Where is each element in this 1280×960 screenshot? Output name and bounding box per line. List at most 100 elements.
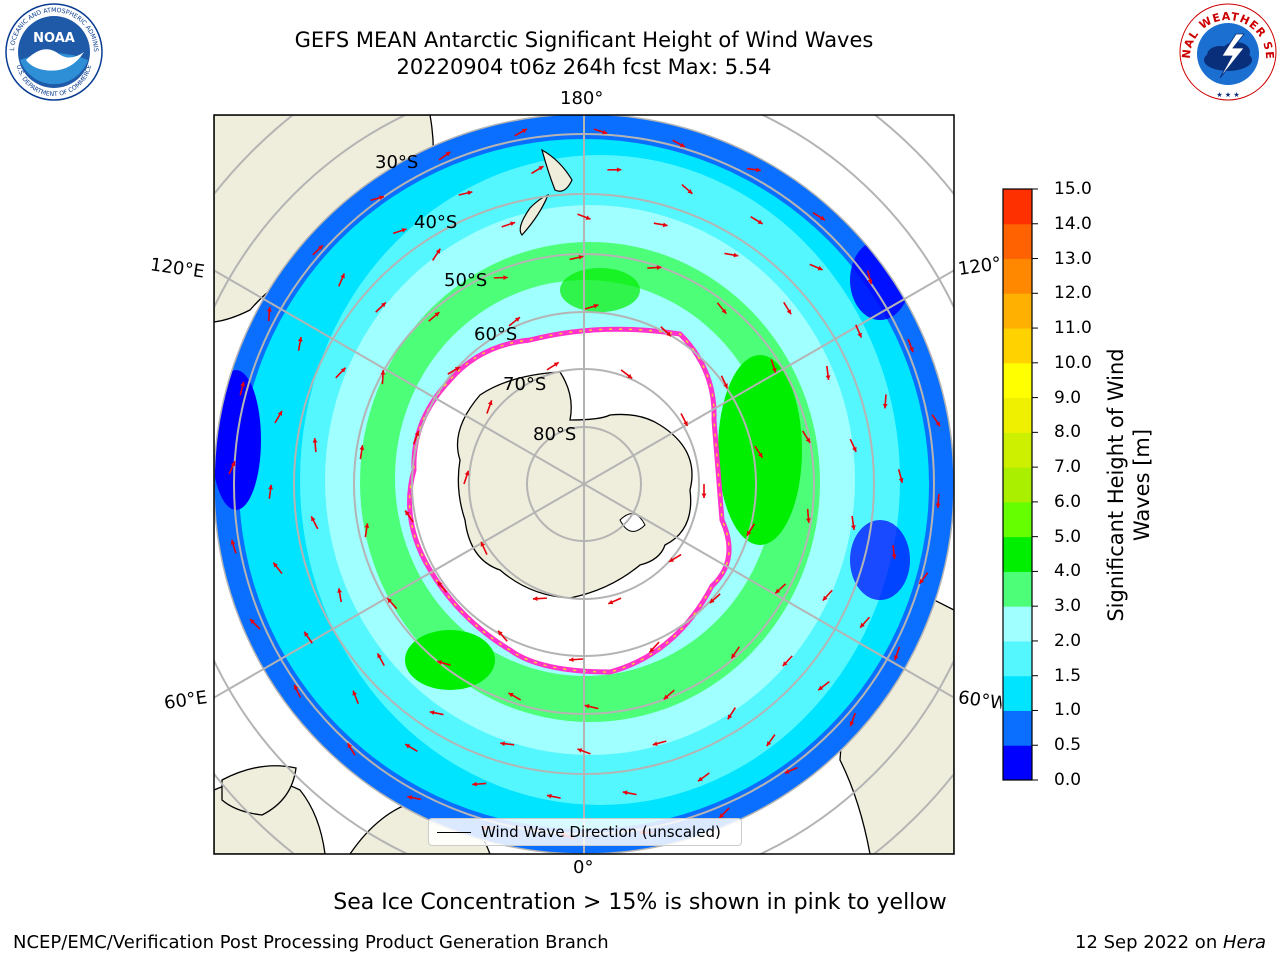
colorbar-label: Significant Height of Wind Waves [m] — [1104, 348, 1154, 622]
colorbar-tick-label: 2.0 — [1054, 630, 1082, 651]
wind-wave-arrow — [770, 359, 777, 373]
wind-wave-arrow — [337, 588, 342, 603]
wind-wave-arrow — [293, 684, 302, 698]
wind-wave-arrow — [849, 438, 857, 453]
colorbar-tick-label: 6.0 — [1054, 491, 1082, 512]
lat-label-40s: 40°S — [414, 212, 457, 233]
wind-wave-arrow — [730, 646, 740, 659]
wind-wave-arrow — [392, 228, 407, 235]
wind-wave-arrow — [501, 221, 516, 228]
wind-wave-arrow — [754, 445, 764, 459]
chart-title: GEFS MEAN Antarctic Significant Height o… — [294, 28, 874, 52]
wind-wave-arrow — [750, 216, 764, 225]
colorbar-segment — [1003, 467, 1032, 503]
lon-label-180: 180° — [560, 88, 604, 109]
colorbar-tick-label: 4.0 — [1054, 561, 1082, 582]
wind-wave-arrow — [607, 167, 622, 173]
colorbar-tick-label: 14.0 — [1054, 213, 1092, 234]
colorbar-tick-label: 0.0 — [1054, 770, 1082, 790]
colorbar-segment — [1003, 189, 1032, 225]
nws-logo: NATIONAL WEATHER SERVICE ★ ★ ★ — [1173, 0, 1278, 106]
colorbar-tick-label: 3.0 — [1054, 596, 1082, 617]
colorbar-tick-label: 7.0 — [1054, 457, 1082, 478]
wind-wave-arrow — [668, 553, 682, 563]
wind-wave-arrow — [882, 394, 888, 409]
wind-wave-arrow — [859, 616, 871, 629]
colorbar-segment — [1003, 293, 1032, 329]
colorbar-tick-label: 13.0 — [1054, 248, 1092, 269]
wind-wave-arrow — [338, 273, 346, 287]
wind-wave-arrow — [652, 740, 667, 746]
wind-wave-arrow — [228, 460, 236, 475]
colorbar-tick-label: 11.0 — [1054, 318, 1092, 339]
land-new-zealand — [519, 148, 573, 236]
wind-wave-arrow — [428, 311, 440, 322]
colorbar-segment — [1003, 640, 1032, 677]
colorbar-frame — [1002, 188, 1033, 781]
wind-wave-arrow — [577, 748, 591, 755]
wind-wave-arrow — [718, 807, 730, 819]
colorbar-segment — [1003, 571, 1032, 607]
wind-wave-arrow — [724, 252, 739, 258]
wind-wave-arrow — [907, 338, 914, 353]
wind-wave-arrow — [783, 301, 792, 315]
lat-label-80s: 80°S — [533, 424, 576, 445]
wind-wave-arrow — [822, 589, 833, 602]
lon-label-0: 0° — [573, 857, 594, 878]
wind-wave-arrow — [404, 743, 418, 752]
wind-wave-arrow — [569, 254, 584, 261]
wind-wave-arrow — [431, 248, 441, 261]
footer-credit: NCEP/EMC/Verification Post Processing Pr… — [13, 932, 609, 953]
graticule — [214, 115, 954, 854]
wind-wave-arrow — [436, 581, 448, 593]
wind-wave-arrow — [407, 795, 422, 801]
wind-wave-arrow — [346, 742, 356, 756]
wind-wave-arrow — [720, 375, 729, 389]
colorbar-segment — [1003, 223, 1032, 260]
wind-wave-arrow — [335, 367, 347, 379]
wind-wave-arrow — [412, 430, 420, 445]
wind-wave-arrow — [274, 410, 283, 424]
wind-wave-arrow — [239, 381, 245, 396]
wind-wave-arrow — [472, 781, 487, 787]
lat-label-60s: 60°S — [474, 324, 517, 345]
wind-wave-arrow — [375, 301, 387, 313]
wind-wave-arrow — [680, 413, 689, 427]
wind-wave-arrow — [782, 655, 793, 667]
wind-wave-arrow — [672, 139, 686, 148]
wind-wave-arrow — [727, 707, 737, 720]
wind-wave-arrow — [812, 212, 826, 221]
wind-wave-arrow — [458, 190, 473, 196]
lat-label-30s: 30°S — [375, 152, 418, 173]
wind-wave-arrow — [653, 222, 668, 228]
colorbar-segment — [1003, 501, 1032, 538]
wind-wave-arrow — [500, 741, 515, 747]
wind-wave-arrow — [359, 445, 365, 460]
wind-wave-arrow — [436, 660, 451, 666]
legend-line-icon — [437, 831, 471, 833]
wind-wave-arrow — [272, 562, 283, 575]
wind-wave-arrow — [697, 772, 710, 782]
wind-wave-arrow — [480, 541, 488, 555]
wind-wave-arrow — [508, 316, 521, 327]
wind-wave-arrow — [716, 302, 727, 315]
lat-label-70s: 70°S — [503, 374, 546, 395]
colorbar-segment — [1003, 675, 1032, 711]
wind-wave-arrow — [438, 151, 451, 161]
footer-host: Hera — [1222, 932, 1266, 953]
colorbar-segment — [1003, 710, 1032, 746]
wind-wave-arrow — [352, 690, 359, 704]
wind-wave-arrow — [918, 572, 929, 585]
colorbar — [1003, 188, 1038, 781]
wind-wave-arrow — [546, 793, 561, 799]
wind-wave-arrow — [370, 195, 385, 202]
wind-wave-arrows — [228, 128, 941, 840]
colorbar-tick-label: 8.0 — [1054, 422, 1082, 443]
colorbar-tick-label: 1.0 — [1054, 700, 1082, 721]
colorbar-segment — [1003, 397, 1032, 433]
wind-wave-arrow — [648, 641, 660, 653]
wind-wave-arrow — [774, 583, 787, 594]
wind-wave-arrow — [622, 790, 637, 796]
wind-wave-arrow — [607, 597, 622, 605]
